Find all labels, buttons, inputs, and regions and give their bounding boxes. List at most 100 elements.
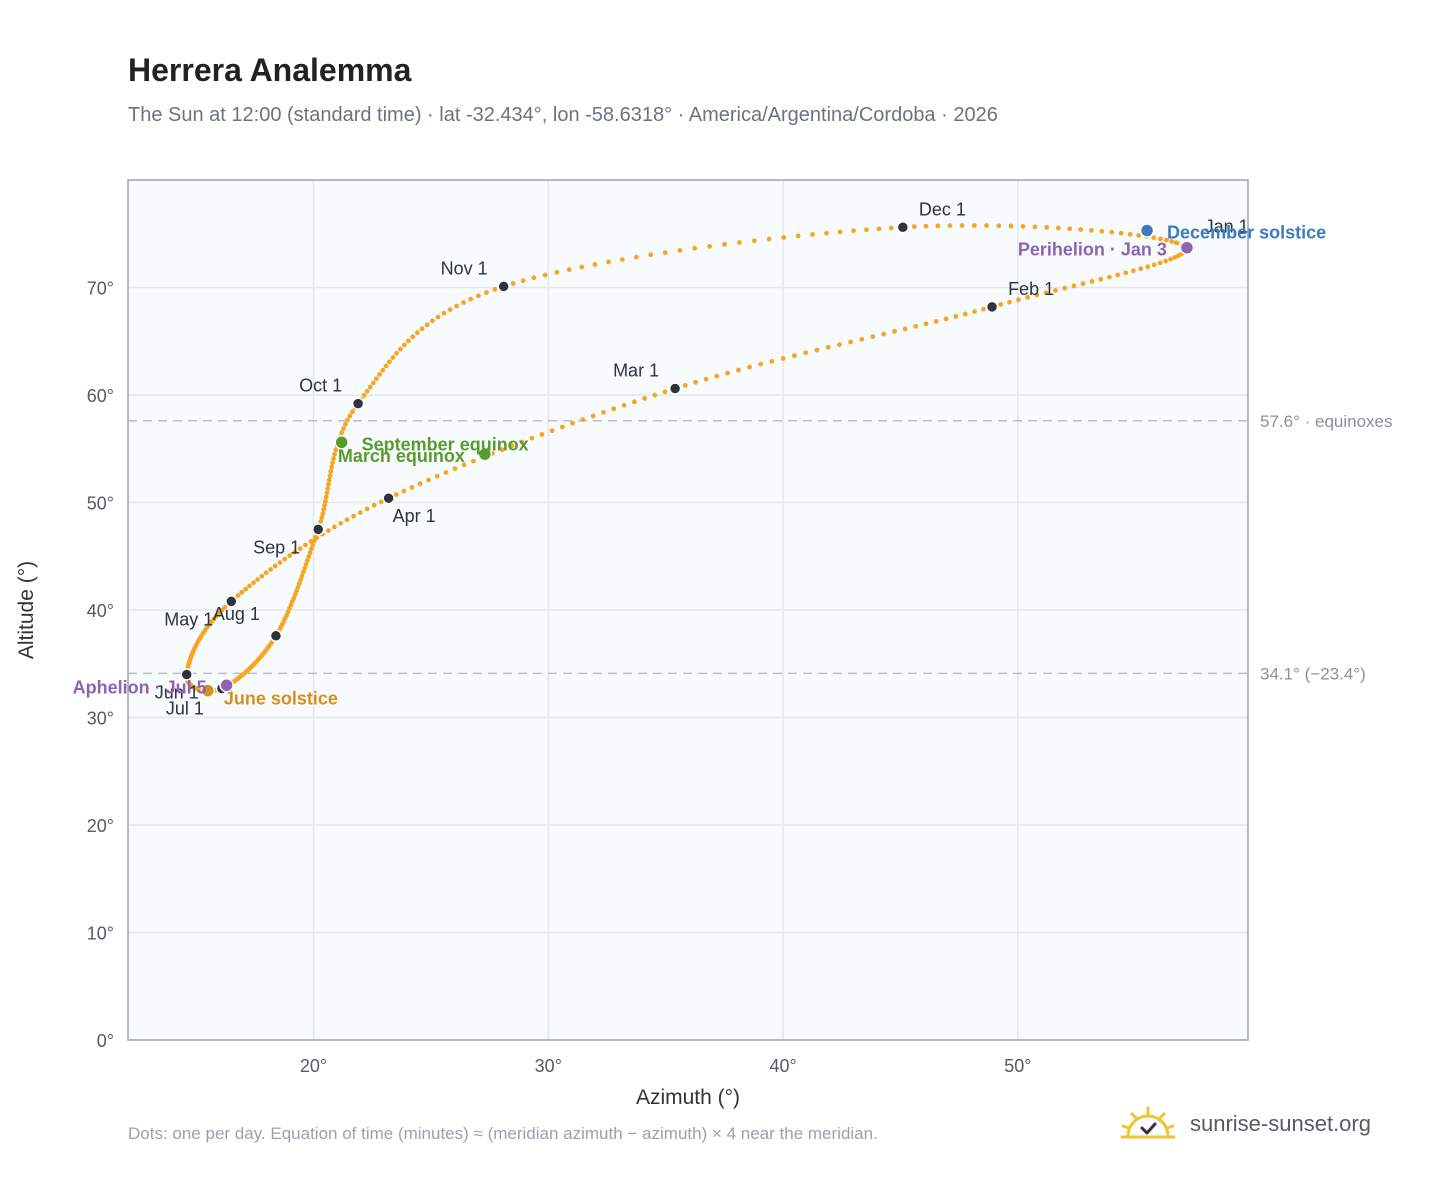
daily-dot	[662, 250, 668, 255]
daily-dot	[367, 384, 373, 390]
month-dot	[668, 382, 682, 395]
daily-dot	[1173, 240, 1179, 246]
daily-dot	[364, 506, 370, 512]
x-axis-label: Azimuth (°)	[636, 1086, 740, 1109]
daily-dot	[1025, 295, 1031, 300]
event-label: Perihelion · Jan 3	[1018, 240, 1167, 260]
daily-dot	[998, 302, 1004, 307]
daily-dot	[509, 443, 515, 449]
daily-dot	[483, 290, 489, 295]
daily-dot	[277, 560, 283, 565]
month-label: Jan 1	[1205, 217, 1249, 237]
daily-dot	[590, 413, 596, 419]
x-tick-label: 30°	[535, 1056, 562, 1076]
daily-dot	[892, 329, 897, 334]
daily-dot	[318, 519, 324, 524]
daily-dot	[972, 309, 977, 315]
daily-dot	[1089, 279, 1095, 284]
daily-dot	[1044, 225, 1050, 230]
daily-dot	[340, 426, 346, 431]
month-label: Sep 1	[253, 537, 300, 557]
daily-dot	[864, 227, 869, 233]
month-label: Dec 1	[919, 199, 966, 219]
daily-dot	[722, 241, 727, 247]
daily-dot	[447, 307, 453, 313]
daily-dot	[414, 330, 420, 336]
y-tick-label: 70°	[87, 279, 114, 299]
daily-dot	[327, 473, 333, 479]
daily-dot	[259, 573, 265, 579]
month-label: Apr 1	[393, 506, 436, 526]
daily-dot	[326, 477, 332, 483]
daily-dot	[300, 569, 306, 575]
daily-dot	[606, 259, 611, 265]
y-tick-label: 50°	[87, 494, 114, 514]
daily-dot	[303, 542, 308, 548]
daily-dot	[468, 296, 474, 302]
daily-dot	[766, 236, 772, 242]
chart-subtitle: The Sun at 12:00 (standard time) · lat -…	[128, 104, 998, 126]
y-tick-label: 30°	[87, 709, 114, 729]
daily-dot	[621, 402, 627, 408]
daily-dot	[1032, 224, 1038, 230]
daily-dot	[325, 528, 331, 533]
daily-dot	[851, 228, 856, 234]
event-dot	[1139, 223, 1155, 238]
daily-dot	[325, 486, 331, 491]
daily-dot	[347, 413, 353, 419]
daily-dot	[319, 515, 325, 520]
daily-dot	[736, 367, 741, 373]
month-dot	[225, 595, 238, 608]
reference-lines: 57.6° · equinoxes 34.1° (−23.4°)	[128, 412, 1393, 683]
daily-dot	[510, 281, 516, 286]
daily-dot	[1136, 232, 1142, 238]
daily-dot	[1138, 266, 1144, 272]
daily-dot	[435, 314, 441, 320]
daily-dot	[870, 334, 876, 340]
month-dot	[896, 221, 910, 234]
daily-dot	[409, 484, 415, 490]
daily-dot	[837, 342, 842, 348]
daily-dot	[222, 604, 228, 610]
daily-dot	[322, 502, 328, 508]
daily-dot	[520, 278, 526, 284]
daily-dot	[737, 240, 742, 245]
daily-dot	[430, 318, 435, 324]
daily-dot	[1016, 297, 1021, 303]
x-tick-label: 40°	[769, 1056, 796, 1076]
daily-dot	[824, 230, 829, 236]
daily-dot	[911, 224, 917, 230]
event-label: December solstice	[1167, 223, 1326, 243]
daily-dot	[297, 546, 303, 551]
daily-dot	[1043, 290, 1049, 296]
daily-dot	[461, 462, 467, 468]
chart-title: Herrera Analemma	[128, 52, 412, 88]
brand: sunrise-sunset.org	[1120, 1102, 1371, 1146]
daily-dot	[323, 494, 329, 500]
daily-dot	[332, 524, 337, 530]
daily-dot	[1158, 236, 1163, 242]
daily-dot	[298, 577, 304, 583]
daily-dot	[296, 581, 302, 586]
daily-dot	[662, 389, 668, 395]
daily-dot	[707, 243, 713, 249]
x-tick-label: 20°	[300, 1056, 327, 1076]
daily-dot	[1055, 225, 1061, 231]
event-dot	[334, 435, 349, 450]
y-axis-label: Altitude (°)	[15, 561, 38, 659]
daily-dot	[434, 473, 440, 479]
daily-dot	[947, 223, 953, 229]
daily-dot	[677, 248, 683, 253]
daily-dot	[570, 420, 575, 426]
daily-dot	[306, 554, 312, 560]
daily-dot	[426, 477, 431, 483]
daily-dot	[441, 310, 447, 316]
daily-dot	[1106, 274, 1112, 280]
x-tick-label: 50°	[1004, 1056, 1031, 1076]
daily-dot	[996, 223, 1002, 229]
sun-logo-icon	[1120, 1106, 1176, 1139]
daily-dot	[888, 225, 894, 231]
daily-dot	[380, 367, 386, 373]
